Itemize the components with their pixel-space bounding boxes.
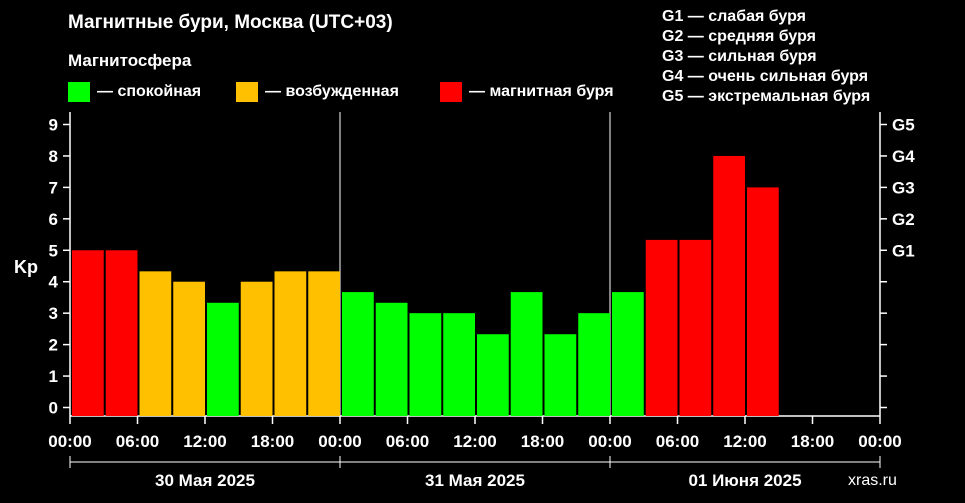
kp-bar [72,250,104,416]
kp-bar [645,239,678,416]
y-axis-title: Kp [14,257,38,277]
g-legend-item: G4 — очень сильная буря [662,68,869,85]
legend-item-excited: — возбужденная [236,82,399,102]
kp-bar [578,313,610,416]
x-tick-label: 12:00 [453,432,496,451]
y-tick-label: 8 [49,147,58,166]
legend-swatch-storm [440,82,462,102]
x-tick-label: 12:00 [183,432,226,451]
kp-bar [375,302,408,416]
x-tick-label: 00:00 [318,432,361,451]
legend-label-storm: — магнитная буря [469,83,614,100]
g-scale-label: G3 [892,178,915,197]
legend-item-storm: — магнитная буря [440,82,614,102]
x-tick-label: 06:00 [116,432,159,451]
chart-title: Магнитные бури, Москва (UTC+03) [68,12,393,33]
g-scale-label: G2 [892,210,915,229]
g-scale-legend: G1 — слабая буря G2 — средняя буря G3 — … [662,7,870,107]
x-tick-label: 06:00 [386,432,429,451]
kp-bar [308,271,340,416]
y-tick-label: 4 [49,273,59,292]
g-scale-label: G1 [892,241,915,260]
g-legend-item: G2 — средняя буря [662,28,816,45]
g-legend-item: G5 — экстремальная буря [662,88,871,105]
kp-bar [477,334,509,416]
kp-bar [510,292,543,416]
site-credit: xras.ru [848,472,897,489]
kp-bar [207,302,239,416]
x-tick-label: 12:00 [723,432,766,451]
legend-title: Магнитосфера [68,51,192,70]
y-tick-label: 1 [49,367,58,386]
y-tick-label: 6 [49,210,58,229]
kp-bar [240,281,273,416]
y-tick-label: 9 [49,116,58,135]
x-tick-label: 18:00 [251,432,294,451]
x-tick-label: 06:00 [656,432,699,451]
legend-swatch-calm [68,82,90,102]
kp-bar [274,271,307,416]
kp-bar [612,292,644,416]
x-tick-label: 18:00 [791,432,834,451]
y-tick-label: 0 [49,399,58,418]
g-scale-label: G5 [892,116,915,135]
g-legend-item: G3 — сильная буря [662,48,817,65]
kp-bar [139,271,172,416]
g-legend-item: G1 — слабая буря [662,8,807,25]
kp-bar [409,313,442,416]
legend-swatch-excited [236,82,258,102]
kp-bar [173,281,205,416]
legend-label-excited: — возбужденная [265,83,399,100]
x-tick-label: 00:00 [48,432,91,451]
kp-bar [105,250,138,416]
y-tick-label: 3 [49,304,58,323]
y-tick-label: 5 [49,241,58,260]
y-tick-label: 7 [49,178,58,197]
legend-item-calm: — спокойная [68,82,201,102]
kp-bar [342,292,374,416]
kp-bar [713,155,745,416]
x-tick-label: 00:00 [858,432,901,451]
x-tick-label: 18:00 [521,432,564,451]
kp-bar [443,313,475,416]
kp-bar [747,187,779,416]
day-label: 01 Июня 2025 [688,471,801,490]
y-tick-label: 2 [49,336,58,355]
legend-label-calm: — спокойная [97,83,202,100]
day-label: 31 Мая 2025 [425,471,525,490]
kp-bar [679,239,712,416]
kp-bar [544,334,577,416]
g-scale-label: G4 [892,147,915,166]
day-label: 30 Мая 2025 [155,471,255,490]
x-tick-label: 00:00 [588,432,631,451]
